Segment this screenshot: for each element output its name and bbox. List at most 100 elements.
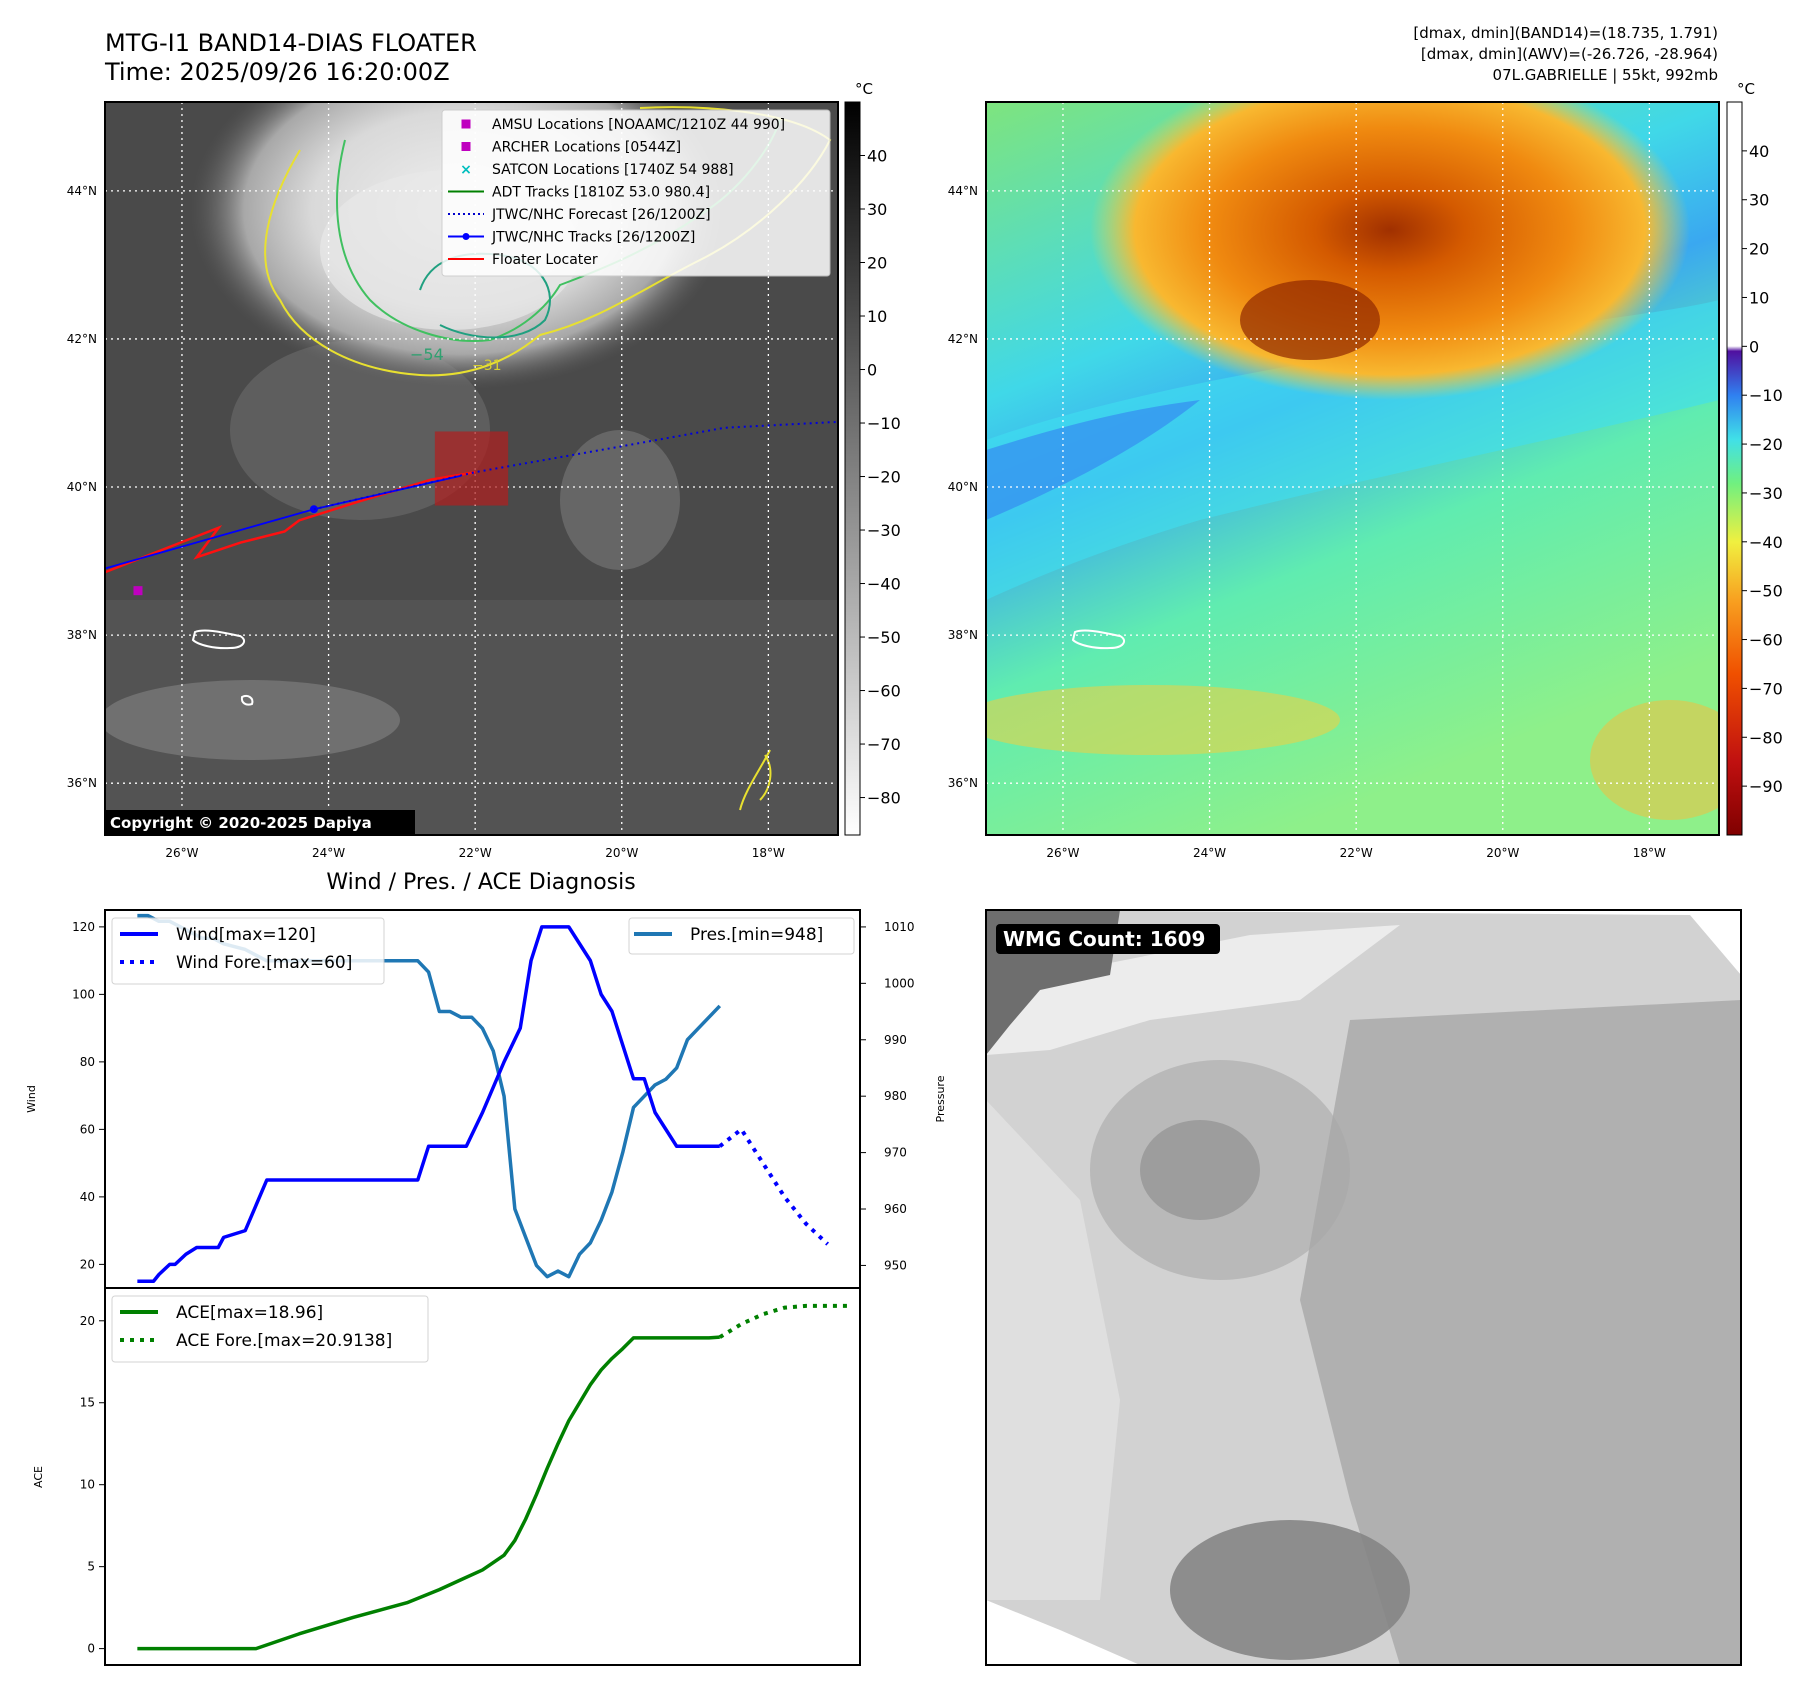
ir-lowcloud-sw [105, 680, 400, 760]
ir-colorbar-ticks: 40 30 20 10 0 −10 −20 −30 −40 −50 −60 −70 −80 [860, 147, 901, 808]
ir-lowcloud-east [560, 430, 680, 570]
ir-map-panel: −54 −31 44°N 42°N 40°N 38°N 36°N 26°W 24°W 22°… [67, 80, 901, 860]
wind-y-ticks: 20 40 60 80 100 120 [72, 920, 105, 1271]
ir-legend-label: Floater Locater [492, 252, 598, 268]
island-faial [191, 629, 246, 650]
legend-label: Wind[max=120] [176, 925, 316, 945]
colorbar-tick-label: −60 [1749, 631, 1783, 650]
series-line [137, 925, 720, 1283]
y-tick-label-right: 960 [884, 1202, 907, 1216]
colorbar-tick-label: −10 [867, 414, 901, 433]
awv-cold-cloud [1090, 102, 1690, 400]
ir-lat-labels: 44°N 42°N 40°N 38°N 36°N [67, 184, 97, 790]
y-tick-label: 100 [72, 987, 95, 1001]
colorbar-tick-label: 40 [867, 147, 887, 166]
colorbar-tick-label: −40 [867, 575, 901, 594]
y-tick-label-right: 980 [884, 1089, 907, 1103]
wmg-panel: WMG Count: 1609 [985, 909, 1742, 1666]
y-tick-label-right: 970 [884, 1146, 907, 1160]
y-tick-label: 80 [80, 1055, 95, 1069]
lon-tick-label: 26°W [1046, 846, 1079, 860]
wmg-lower-dark [1170, 1520, 1410, 1660]
y-tick-label-right: 950 [884, 1258, 907, 1272]
lon-tick-label: 22°W [459, 846, 492, 860]
colorbar-tick-label: 30 [1749, 191, 1769, 210]
wmg-mid-gray [1090, 1060, 1350, 1280]
awv-colorbar [1726, 101, 1743, 836]
legend-label: ACE[max=18.96] [176, 1303, 323, 1323]
colorbar-tick-label: 10 [867, 307, 887, 326]
colorbar-tick-label: −80 [867, 789, 901, 808]
colorbar-tick-label: −20 [867, 468, 901, 487]
series-line [718, 1303, 850, 1339]
wmg-frame [985, 909, 1742, 1666]
colorbar-tick-label: 40 [1749, 142, 1769, 161]
wind-pressure-panel: Wind / Pres. / ACE Diagnosis 20 40 60 80 100… [25, 870, 947, 1289]
lat-tick-label: 40°N [948, 480, 978, 494]
colorbar-tick-label: 30 [867, 200, 887, 219]
copyright-text: Copyright © 2020-2025 Dapiya [110, 814, 372, 832]
island-madeira-contour [739, 749, 772, 811]
y-tick-label: 10 [80, 1478, 95, 1492]
legend-marker-x: × [460, 162, 472, 178]
y-tick-label: 20 [80, 1257, 95, 1271]
pressure-legend: Pres.[min=948] [628, 917, 855, 955]
wmg-west-light [986, 1100, 1120, 1600]
y-tick-label: 15 [80, 1396, 95, 1410]
y-tick-label-right: 990 [884, 1033, 907, 1047]
ir-legend-label: ADT Tracks [1810Z 53.0 980.4] [492, 185, 710, 201]
ace-panel: 0 5 10 15 20 ACE ACE[max=18.96] ACE Fore.[max… [32, 1287, 861, 1666]
y-tick-label: 40 [80, 1190, 95, 1204]
y-tick-label: 60 [80, 1122, 95, 1136]
colorbar-tick-label: −30 [1749, 484, 1783, 503]
legend-label: Wind Fore.[max=60] [176, 953, 352, 973]
contour-label-1: −54 [410, 345, 444, 364]
ace-ylabel: ACE [32, 1466, 45, 1488]
series-line [718, 1127, 830, 1246]
lon-tick-label: 20°W [605, 846, 638, 860]
ace-legend: ACE[max=18.96] ACE Fore.[max=20.9138] [111, 1295, 429, 1363]
ir-legend-label: JTWC/NHC Tracks [26/1200Z] [491, 230, 695, 246]
colorbar-tick-label: −30 [867, 521, 901, 540]
wmg-count-badge [996, 924, 1220, 954]
colorbar-tick-label: −70 [867, 735, 901, 754]
figure-title: MTG-I1 BAND14-DIAS FLOATER [105, 29, 477, 57]
colorbar-tick-label: 20 [1749, 240, 1769, 259]
lat-tick-label: 38°N [67, 628, 97, 642]
legend-marker-square [461, 142, 471, 151]
lon-tick-label: 22°W [1340, 846, 1373, 860]
colorbar-tick-label: −60 [867, 682, 901, 701]
awv-frame [985, 101, 1720, 836]
wind-legend: Wind[max=120] Wind Fore.[max=60] [111, 917, 385, 985]
copyright-badge [105, 810, 415, 834]
colorbar-tick-label: −40 [1749, 533, 1783, 552]
y-tick-label: 5 [87, 1560, 95, 1574]
amsu-location-marker [133, 586, 143, 596]
lat-tick-label: 42°N [948, 332, 978, 346]
legend-label: Pres.[min=948] [690, 925, 823, 945]
contour-label-2: −31 [472, 358, 502, 374]
lon-tick-label: 26°W [165, 846, 198, 860]
lat-tick-label: 42°N [67, 332, 97, 346]
legend-marker-square [461, 119, 471, 129]
wmg-count-text: WMG Count: 1609 [1003, 927, 1205, 951]
lat-tick-label: 38°N [948, 628, 978, 642]
legend-marker-dot [462, 233, 470, 240]
ir-lon-labels: 26°W 24°W 22°W 20°W 18°W [165, 846, 785, 860]
series-line [137, 1335, 720, 1651]
awv-island [1071, 629, 1126, 650]
lon-tick-label: 24°W [312, 846, 345, 860]
awv-cold-core [1240, 280, 1380, 360]
ir-colorbar [844, 101, 861, 836]
colorbar-tick-label: −80 [1749, 728, 1783, 747]
awv-gridlines [986, 102, 1719, 835]
ace-lines [137, 1303, 850, 1651]
y-tick-label: 120 [72, 920, 95, 934]
ir-frame [104, 101, 839, 836]
awv-stats: [dmax, dmin](AWV)=(-26.726, -28.964) [1421, 45, 1718, 63]
lon-tick-label: 18°W [1633, 846, 1666, 860]
colorbar-tick-label: −50 [867, 628, 901, 647]
y-tick-label: 0 [87, 1642, 95, 1656]
y-tick-label: 20 [80, 1314, 95, 1328]
